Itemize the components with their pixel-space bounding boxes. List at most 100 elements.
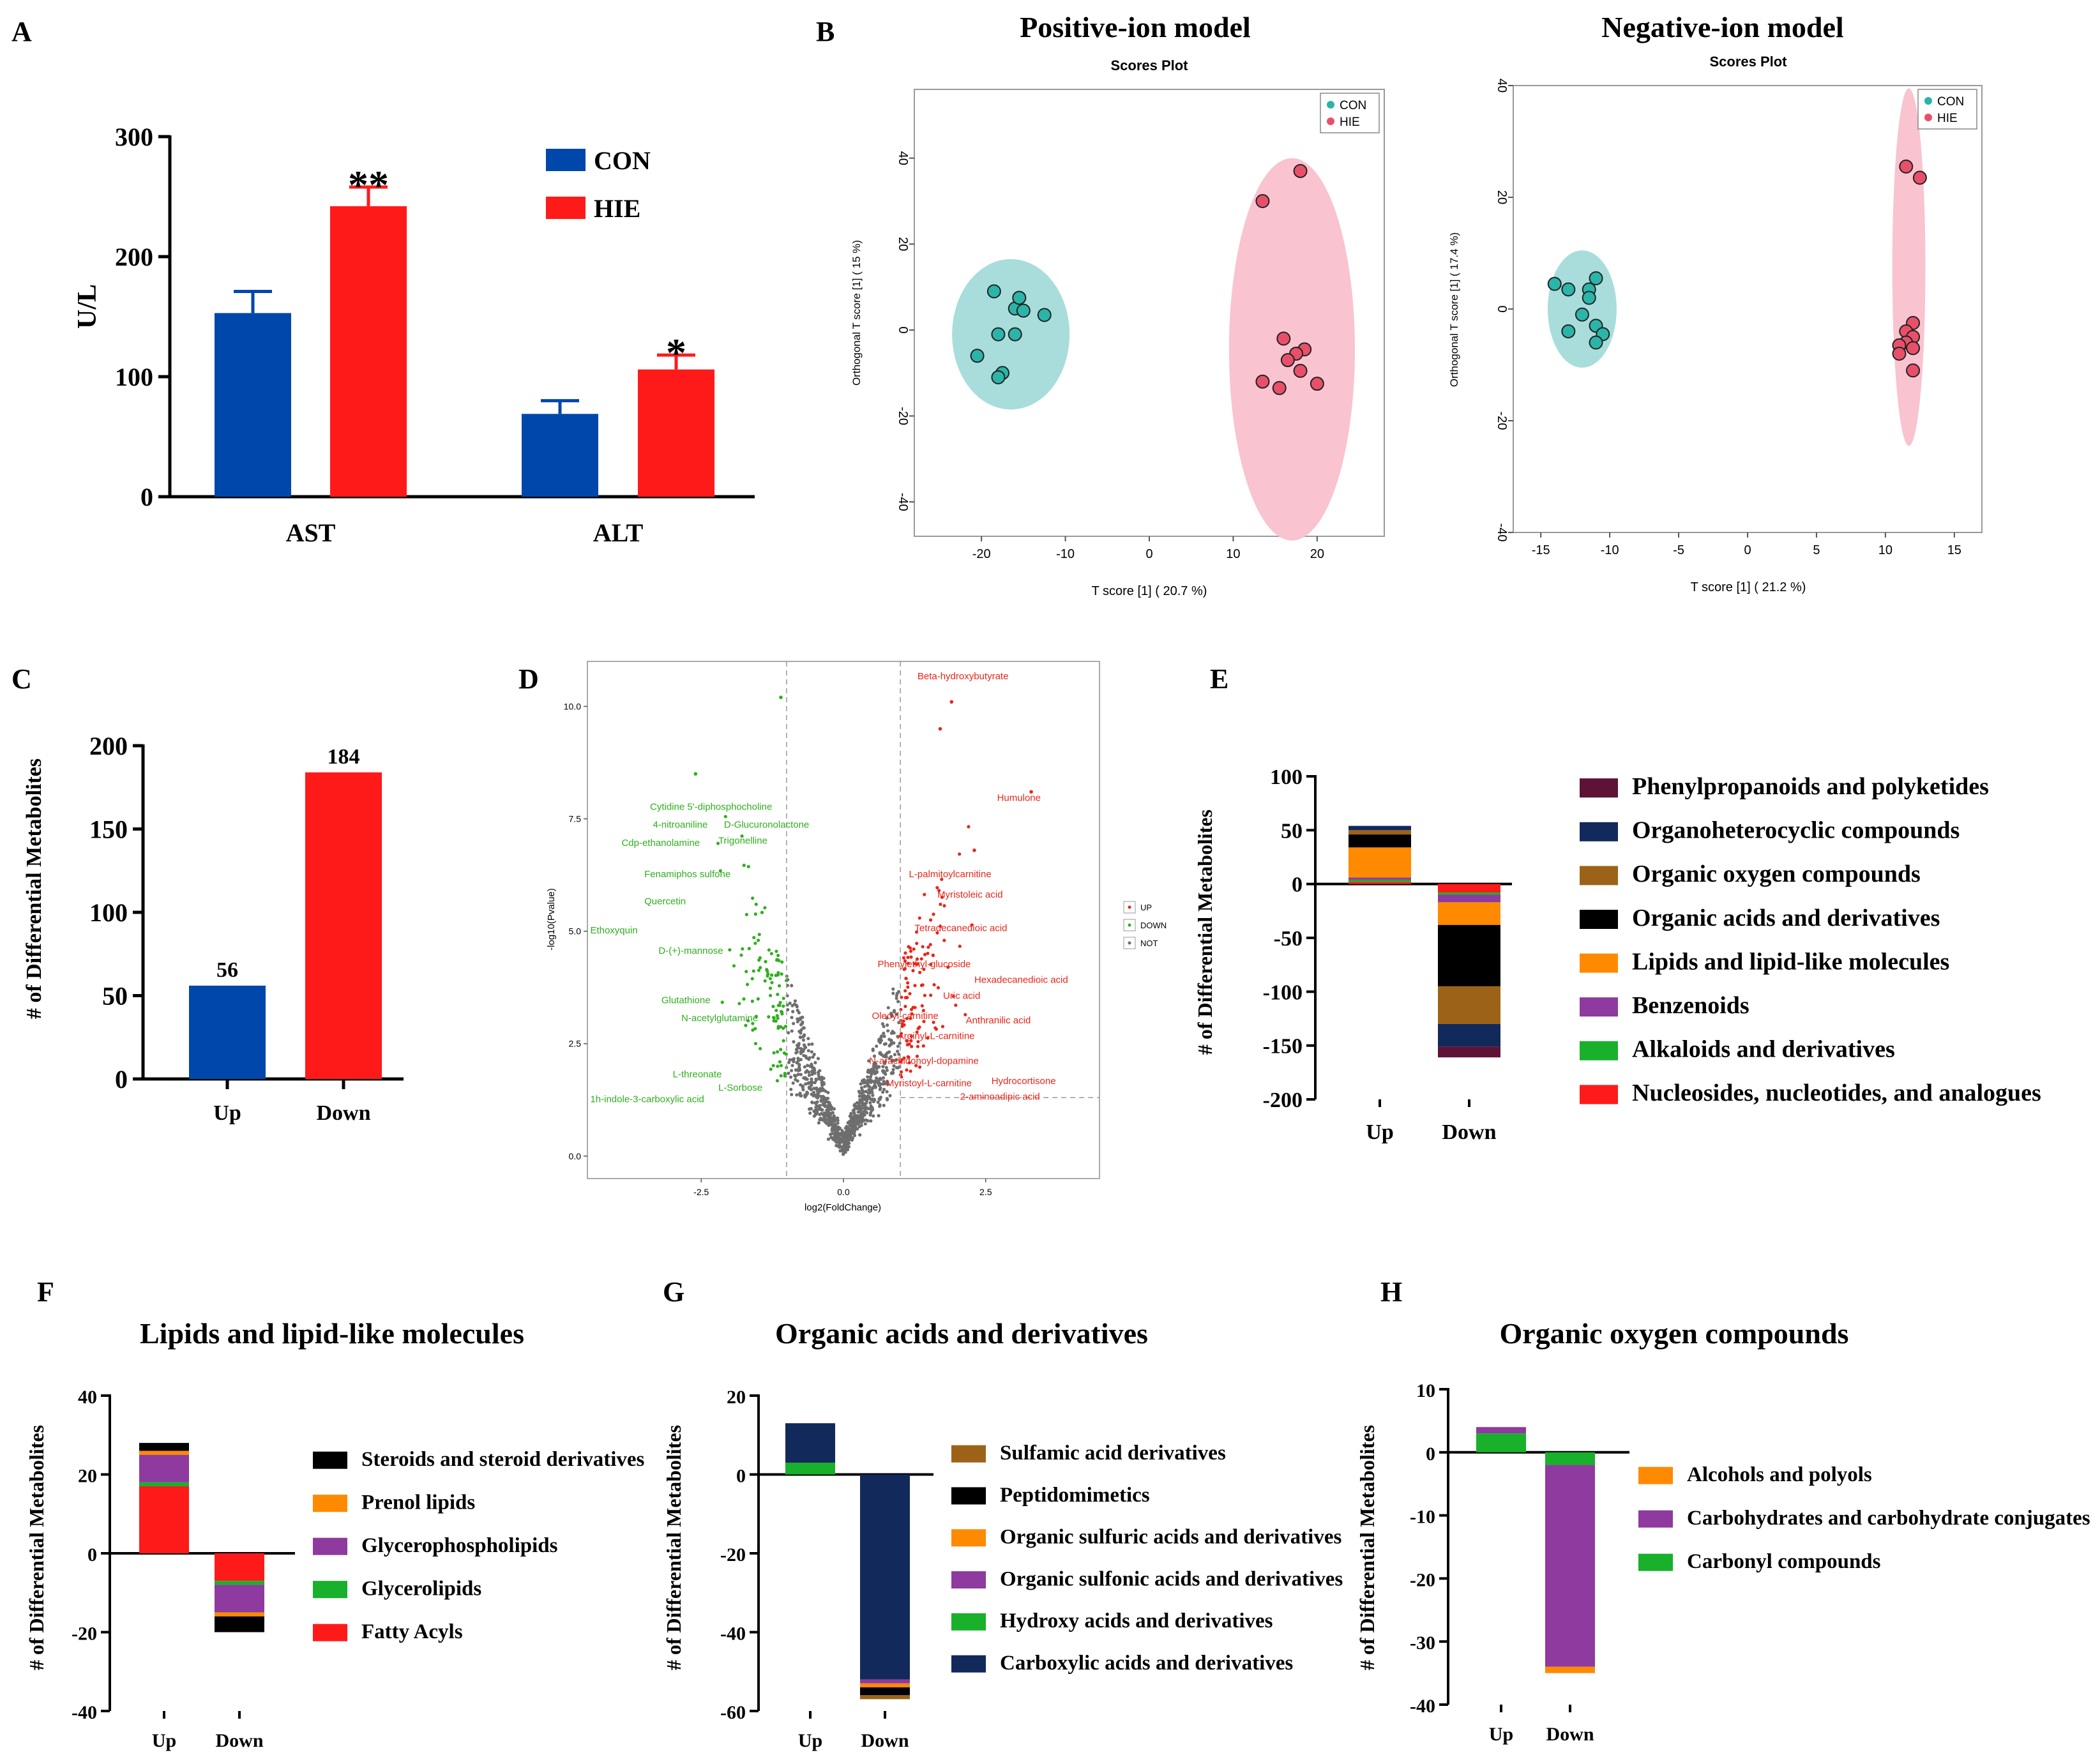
- panel-d-point: [796, 1046, 800, 1050]
- panel-d-point: [816, 1057, 820, 1060]
- panel-d-point: [866, 1119, 870, 1123]
- panel-d-point: [826, 1090, 830, 1094]
- panel-b-negative-legend-box: [1917, 89, 1977, 130]
- panel-d-point: [693, 772, 698, 776]
- panel-d-point: [843, 1130, 847, 1135]
- panel-d-up-label: 2-aminoadipic acid: [960, 1092, 1040, 1103]
- panel-b-positive-ytick-label: -40: [896, 493, 910, 511]
- panel-e-ytick-label: 100: [1270, 765, 1303, 789]
- panel-e-bar-segment: [1349, 830, 1411, 835]
- panel-b-negative-point-con: [1547, 276, 1562, 291]
- panel-d-point: [892, 1064, 896, 1068]
- panel-d-point: [884, 1072, 888, 1076]
- panel-d-point: [916, 1044, 920, 1048]
- panel-d-point: [903, 951, 907, 955]
- panel-b-negative-ytick-label: 40: [1495, 79, 1509, 93]
- panel-d-point: [906, 985, 910, 989]
- panel-d-point: [753, 1041, 758, 1046]
- panel-d-point: [782, 1039, 785, 1043]
- panel-d-point: [801, 1020, 805, 1024]
- panel-d-point: [886, 1023, 889, 1027]
- panel-d-point: [790, 1029, 794, 1033]
- panel-d-point: [849, 1123, 852, 1127]
- panel-d-point: [889, 1055, 893, 1059]
- panel-d-point: [877, 1083, 882, 1088]
- panel-d-point: [878, 1076, 882, 1080]
- panel-d-point: [937, 889, 941, 893]
- panel-d-point: [904, 977, 908, 981]
- panel-d-point: [862, 1112, 866, 1116]
- panel-f-legend-swatch: [313, 1451, 347, 1469]
- panel-d-point: [844, 1137, 848, 1141]
- panel-d-point: [818, 1107, 822, 1112]
- panel-e-bar-segment: [1438, 1046, 1500, 1058]
- panel-d-point: [787, 1071, 790, 1075]
- panel-d-point: [832, 1131, 836, 1136]
- panel-e-bar-segment: [1349, 825, 1411, 831]
- panel-d-point: [926, 945, 930, 949]
- panel-e-legend-label: Phenylpropanoids and polyketides: [1632, 773, 1989, 800]
- panel-d-point: [891, 1071, 895, 1075]
- panel-d-point: [891, 1067, 895, 1071]
- panel-d-point: [779, 1064, 783, 1067]
- panel-g-legend-label: Carboxylic acids and derivatives: [1000, 1652, 1293, 1675]
- panel-d-point: [885, 1090, 889, 1094]
- panel-d-point: [822, 1119, 826, 1123]
- panel-d-point: [763, 906, 767, 910]
- panel-d-point: [906, 1055, 910, 1059]
- panel-d-point: [804, 1077, 808, 1081]
- panel-d-point: [801, 1084, 805, 1088]
- panel-d-point: [939, 924, 942, 928]
- panel-d-point: [753, 912, 757, 916]
- panel-d-point: [958, 852, 962, 856]
- panel-d-point: [768, 986, 773, 990]
- panel-d-point: [814, 1078, 818, 1082]
- panel-d-point: [778, 1060, 782, 1064]
- legend-swatch-con: [546, 149, 586, 171]
- panel-d-point: [802, 1053, 806, 1057]
- panel-f-xtick-label: Down: [215, 1730, 263, 1751]
- panel-d-point: [732, 964, 736, 968]
- panel-d-point: [895, 991, 899, 995]
- panel-c-chart: # of Differential Metabolites 0 50 100 150 2…: [22, 732, 404, 1125]
- panel-d-point: [802, 1026, 806, 1030]
- panel-d-ylabel: -log10(Pvalue): [546, 888, 557, 951]
- panel-d-point: [888, 1043, 892, 1047]
- panel-d-point: [794, 1078, 797, 1082]
- panel-d-point: [902, 1056, 906, 1060]
- panel-b-negative-xtick-label: 0: [1744, 543, 1751, 557]
- panel-d-point: [822, 1081, 826, 1085]
- panel-a-bar: [638, 369, 714, 497]
- panel-d-point: [817, 1089, 820, 1092]
- panel-d-point: [807, 1085, 811, 1089]
- panel-d-point: [723, 815, 727, 818]
- panel-f-ytick-label: 20: [78, 1466, 97, 1487]
- panel-g-ytick-label: 20: [727, 1387, 746, 1408]
- panel-d-down-label: 1h-indole-3-carboxylic acid: [590, 1094, 704, 1104]
- panel-e-bar-segment: [1438, 902, 1500, 925]
- panel-d-point: [869, 1104, 873, 1108]
- panel-g-bar-segment: [785, 1462, 835, 1475]
- panel-g-legend-swatch: [951, 1529, 986, 1547]
- panel-d-down-label: Fenamiphos sulfone: [644, 869, 730, 880]
- panel-c-ytick-label: 150: [89, 815, 128, 844]
- panel-d-point: [909, 1069, 912, 1073]
- panel-c-ylabel: # of Differential Metabolites: [22, 758, 46, 1019]
- panel-label-a: A: [11, 16, 32, 47]
- panel-d-point: [782, 1026, 785, 1030]
- panel-d-point: [871, 1108, 875, 1112]
- panel-d-point: [928, 918, 933, 922]
- panel-d-point: [857, 1102, 861, 1106]
- panel-b-negative-legend-label: HIE: [1937, 112, 1958, 125]
- panel-d-down-label: Quercetin: [644, 896, 686, 907]
- panel-d-point: [768, 993, 773, 997]
- panel-e-ylabel: # of Differential Metabolites: [1193, 810, 1216, 1055]
- panel-d-point: [902, 1019, 905, 1023]
- panel-d-point: [844, 1142, 848, 1146]
- panel-e-bar-segment: [1438, 986, 1500, 1024]
- panel-d-point: [843, 1134, 847, 1138]
- panel-d-point: [942, 904, 946, 908]
- panel-d-point: [921, 1044, 925, 1048]
- panel-b-positive-xtick-label: -10: [1056, 547, 1075, 561]
- panel-b-negative-ytick-label: -40: [1495, 524, 1509, 542]
